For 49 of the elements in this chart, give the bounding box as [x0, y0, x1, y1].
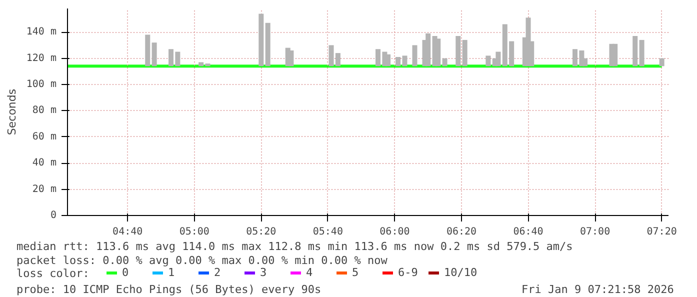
y-tick-label: 100 m [26, 78, 57, 90]
y-tick-label: 140 m [26, 26, 57, 38]
legend-title: loss color: [16, 267, 90, 280]
bar [265, 22, 270, 66]
x-tick-label: 06:40 [513, 226, 544, 238]
bar [258, 14, 264, 66]
bar [288, 50, 294, 66]
x-tick-label: 05:20 [246, 226, 276, 238]
text: median rtt: 113.6 ms avg 114.0 ms max 112.8 ms min 113.6 ms now 0.2 ms sd 579.5 am/s [16, 240, 573, 253]
legend-label: 1 [168, 266, 176, 279]
y-tick-label: 60 m [32, 131, 57, 142]
text: probe: 10 ICMP Echo Pings (56 Bytes) every 90s [16, 283, 322, 296]
legend-label: 2 [214, 266, 222, 279]
bar [412, 45, 418, 66]
bar [152, 42, 157, 66]
bar [145, 34, 150, 66]
bar [612, 44, 618, 66]
bar [496, 52, 501, 66]
text: packet loss: 0.00 % avg 0.00 % max 0.00 % min 0.00 % now [16, 254, 388, 267]
bar [456, 36, 461, 66]
bar [462, 40, 468, 66]
text: Fri Jan 9 07:21:58 2026 [522, 283, 674, 296]
x-tick-label: 07:00 [580, 226, 610, 238]
legend-label: 0 [122, 266, 130, 279]
legend-label: 3 [260, 266, 268, 279]
y-tick-label: 80 m [32, 105, 57, 116]
bar [426, 33, 431, 66]
bar [436, 38, 441, 66]
bar [659, 58, 664, 66]
x-tick-label: 05:40 [312, 226, 343, 238]
y-tick-label: 0 [50, 210, 57, 221]
x-tick-label: 04:40 [112, 226, 143, 238]
legend-label: 5 [352, 266, 360, 279]
legend-label: 10/10 [444, 266, 478, 279]
x-tick-label: 07:20 [646, 226, 677, 238]
bar [386, 54, 391, 66]
legend-label: 6-9 [398, 266, 418, 279]
bar [486, 56, 491, 66]
y-tick-label: 120 m [26, 52, 57, 64]
bar [442, 58, 448, 66]
x-tick-label: 06:20 [446, 226, 477, 238]
y-tick-label: 40 m [32, 158, 57, 169]
bar [639, 40, 644, 66]
x-tick-label: 06:00 [380, 226, 410, 238]
bar [632, 36, 638, 66]
y-axis-title: Seconds [5, 88, 18, 136]
x-tick-label: 05:00 [179, 226, 210, 238]
y-tick-label: 20 m [32, 184, 57, 195]
legend-label: 4 [306, 266, 314, 279]
